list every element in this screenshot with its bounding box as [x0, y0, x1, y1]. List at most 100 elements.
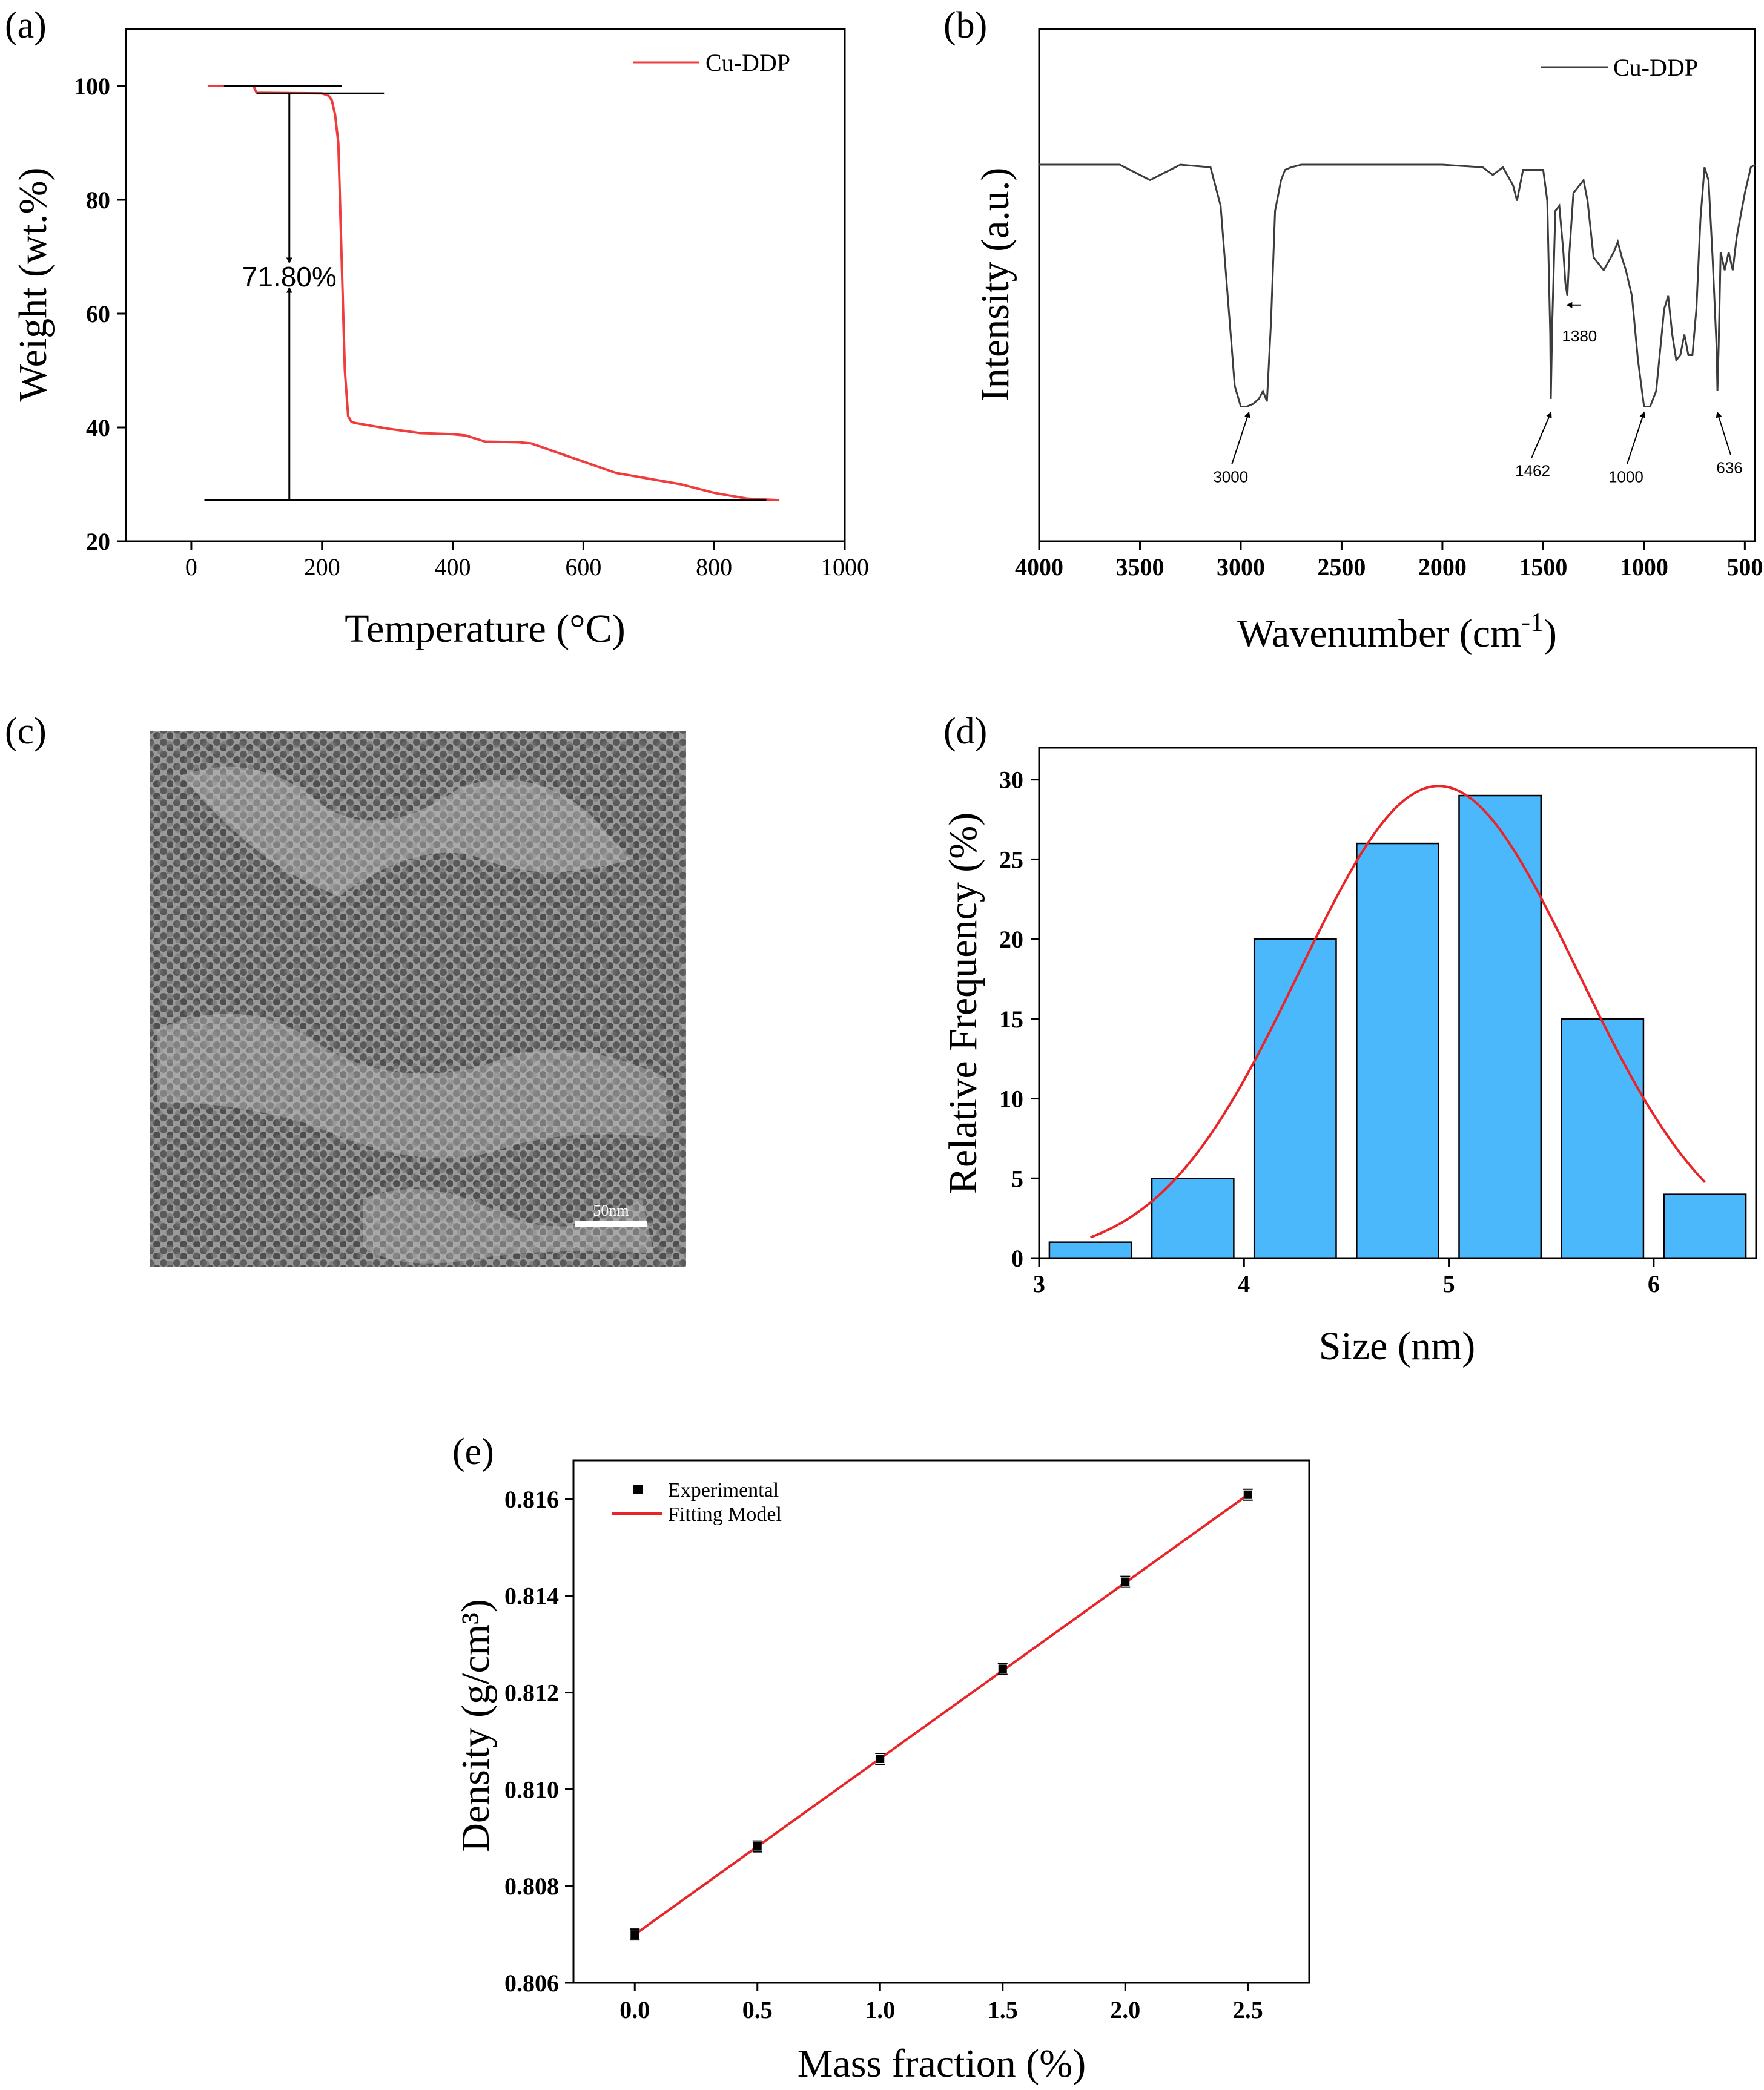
- histogram-bar: [1458, 794, 1542, 1259]
- panel-d-x-ticks: 3 4 5 6: [1033, 1258, 1660, 1297]
- x-tick-label: 0.0: [619, 1996, 650, 2023]
- x-tick-label: 3500: [1115, 553, 1164, 581]
- y-tick-label: 20: [86, 528, 110, 555]
- panel-b-x-axis-title-main: Wavenumber (cm: [1237, 612, 1521, 656]
- y-tick-label: 0: [1011, 1245, 1023, 1272]
- y-tick-label: 0.812: [504, 1680, 559, 1707]
- data-point: [1121, 1577, 1130, 1586]
- y-tick-label: 0.806: [504, 1970, 559, 1997]
- x-tick-label: 0: [185, 553, 197, 581]
- panel-d-gaussian-fit: [1089, 785, 1706, 1239]
- panel-e-y-axis-title: Density (g/cm³): [454, 1599, 498, 1852]
- panel-a-axes-frame: [125, 28, 846, 542]
- x-tick-label: 200: [304, 553, 340, 581]
- histogram-bar: [1356, 842, 1439, 1259]
- panel-b-y-axis-title: Intensity (a.u.): [973, 168, 1017, 402]
- panel-a-legend: Cu-DDP: [633, 49, 790, 76]
- x-tick-label: 1000: [1620, 553, 1668, 581]
- panel-a-guide-lines: [204, 85, 767, 501]
- panel-e-legend: Experimental Fitting Model: [612, 1479, 782, 1526]
- y-tick-label: 5: [1011, 1165, 1023, 1192]
- panel-b-x-axis-title: Wavenumber (cm-1): [1237, 607, 1557, 656]
- y-tick-label: 100: [74, 73, 110, 100]
- panel-d: (d) 3 4 5 6 0 5 10 15 20 25 30 Size (nm) Relative…: [941, 711, 1757, 1368]
- tem-light-region: [157, 1014, 666, 1159]
- panel-d-y-axis-title: Relative Frequency (%): [941, 813, 985, 1194]
- panel-a-y-ticks: 20 40 60 80 100: [74, 73, 126, 555]
- x-tick-label: 400: [435, 553, 471, 581]
- y-tick-label: 0.816: [504, 1486, 559, 1513]
- y-tick-label: 20: [999, 926, 1023, 953]
- panel-a-y-axis-title: Weight (wt.%): [11, 168, 55, 402]
- peak-arrow: [1716, 411, 1732, 455]
- y-tick-label: 25: [999, 846, 1023, 873]
- panel-e-legend-marker: [633, 1485, 643, 1494]
- peak-label: 1000: [1608, 468, 1643, 486]
- histogram-bar: [1048, 1241, 1132, 1259]
- data-point: [876, 1755, 885, 1764]
- data-point: [998, 1664, 1007, 1673]
- panel-b-peak-annotations: 3000 1462 1380 1000 636: [1213, 302, 1743, 486]
- x-tick-label: 1500: [1519, 553, 1567, 581]
- tem-light-region: [363, 1189, 654, 1264]
- y-tick-label: 10: [999, 1086, 1023, 1113]
- panel-a-x-ticks: 0 200 400 600 800 1000: [185, 541, 869, 581]
- panel-b: (b) 4000 3500 3000 2500 2000 1500 1000 500 Wave…: [943, 5, 1763, 656]
- tem-micrograph: 50nm: [150, 731, 686, 1267]
- panel-e-x-axis-title: Mass fraction (%): [798, 2042, 1086, 2086]
- panel-b-x-axis-title-superscript: -1: [1521, 607, 1544, 637]
- tem-scale-bar-label: 50nm: [593, 1202, 629, 1219]
- histogram-bar: [1663, 1193, 1747, 1259]
- panel-a-legend-label: Cu-DDP: [705, 49, 790, 76]
- panel-c-label: (c): [5, 711, 47, 752]
- y-tick-label: 40: [86, 414, 110, 441]
- panel-d-y-ticks: 0 5 10 15 20 25 30: [999, 766, 1039, 1272]
- x-tick-label: 2000: [1418, 553, 1467, 581]
- panel-e-legend-experimental: Experimental: [668, 1479, 779, 1502]
- x-tick-label: 500: [1726, 553, 1763, 581]
- y-tick-label: 80: [86, 186, 110, 214]
- y-tick-label: 0.814: [504, 1583, 559, 1610]
- x-tick-label: 3000: [1217, 553, 1265, 581]
- panel-b-axes-frame: [1038, 28, 1756, 542]
- peak-label: 3000: [1213, 468, 1248, 486]
- x-tick-label: 1.0: [865, 1996, 895, 2023]
- panel-a-x-axis-title: Temperature (°C): [345, 607, 625, 651]
- peak-arrow: [1531, 411, 1552, 458]
- tem-particle-texture-overlay: [150, 731, 686, 1267]
- panel-a-series-line: [207, 85, 780, 502]
- y-tick-label: 0.808: [504, 1873, 559, 1900]
- y-tick-label: 30: [999, 766, 1023, 794]
- peak-label: 636: [1716, 459, 1742, 477]
- panel-d-axes-frame: [1038, 747, 1757, 1259]
- x-tick-label: 1.5: [988, 1996, 1018, 2023]
- data-point: [753, 1842, 762, 1851]
- panel-e-y-ticks: 0.806 0.808 0.810 0.812 0.814 0.816: [504, 1486, 573, 1997]
- panel-e-axes-frame: [572, 1459, 1310, 1984]
- panel-c: (c) 50nm: [5, 711, 686, 1267]
- panel-e-x-ticks: 0.0 0.5 1.0 1.5 2.0 2.5: [619, 1983, 1263, 2023]
- panel-b-legend: Cu-DDP: [1541, 54, 1698, 81]
- x-tick-label: 800: [696, 553, 732, 581]
- panel-b-label: (b): [943, 5, 987, 46]
- panel-e-data-points: [630, 1488, 1253, 1941]
- panel-b-x-ticks: 4000 3500 3000 2500 2000 1500 1000 500: [1015, 541, 1763, 581]
- peak-arrow: [1626, 411, 1646, 464]
- panel-b-series-line: [1039, 163, 1756, 407]
- x-tick-label: 4000: [1015, 553, 1063, 581]
- x-tick-label: 2.5: [1233, 1996, 1263, 2023]
- panel-e-label: (e): [452, 1431, 494, 1472]
- x-tick-label: 1000: [821, 553, 869, 581]
- x-tick-label: 0.5: [742, 1996, 773, 2023]
- x-tick-label: 3: [1033, 1270, 1045, 1297]
- panel-d-label: (d): [943, 711, 987, 752]
- histogram-bar: [1561, 1018, 1645, 1259]
- peak-label: 1462: [1515, 462, 1550, 480]
- y-tick-label: 15: [999, 1006, 1023, 1033]
- panel-e: (e) 0.0 0.5 1.0 1.5 2.0 2.5 0.8060.8080.8100.…: [452, 1431, 1310, 2086]
- tem-light-region: [182, 766, 630, 896]
- panel-d-bars: [1048, 794, 1747, 1259]
- x-tick-label: 2.0: [1110, 1996, 1140, 2023]
- tem-scale-bar: [575, 1221, 647, 1227]
